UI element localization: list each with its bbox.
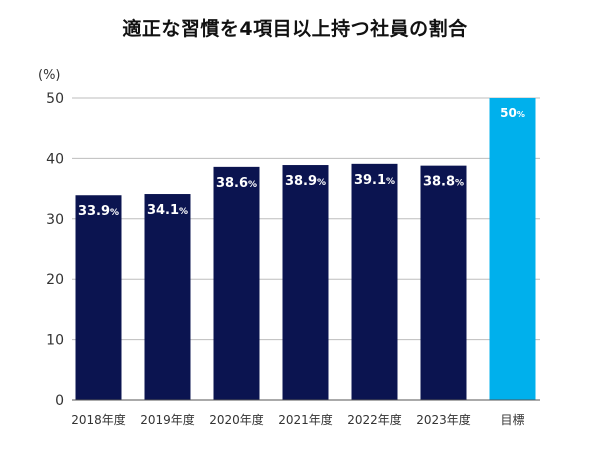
data-label-unit: % [179, 207, 188, 217]
data-label-value: 34.1 [147, 203, 179, 218]
bar [75, 195, 122, 400]
y-tick-label: 50 [46, 91, 64, 107]
data-label-unit: % [455, 179, 464, 189]
y-tick-label: 30 [46, 212, 64, 228]
data-label: 38.6% [216, 176, 257, 191]
bar [351, 163, 398, 400]
chart-title: 適正な習慣を4項目以上持つ社員の割合 [122, 18, 468, 40]
data-label-value: 50 [500, 106, 517, 120]
data-label-unit: % [110, 208, 119, 218]
data-label: 33.9% [78, 204, 119, 219]
data-label-value: 33.9 [78, 204, 110, 219]
data-label-unit: % [386, 177, 395, 187]
x-tick-label: 2022年度 [347, 412, 402, 427]
bar [144, 194, 191, 400]
bar [420, 165, 467, 400]
data-label-value: 38.8 [423, 175, 455, 190]
data-label: 50% [500, 106, 525, 120]
data-label: 38.9% [285, 174, 326, 189]
data-label: 38.8% [423, 175, 464, 190]
bar [282, 165, 329, 400]
y-axis-unit-label: (%) [38, 68, 61, 83]
x-tick-label: 2021年度 [278, 412, 333, 427]
x-tick-label: 2019年度 [140, 412, 195, 427]
y-tick-label: 0 [55, 393, 64, 409]
data-label-value: 39.1 [354, 173, 386, 188]
x-tick-label: 2023年度 [416, 412, 471, 427]
data-label-value: 38.9 [285, 174, 317, 189]
target-bar [489, 98, 536, 400]
data-label-unit: % [248, 180, 257, 190]
data-label-unit: % [317, 178, 326, 188]
y-tick-label: 40 [46, 151, 64, 167]
data-label-value: 38.6 [216, 176, 248, 191]
data-label: 34.1% [147, 203, 188, 218]
x-tick-label: 2018年度 [71, 412, 126, 427]
data-label-unit: % [517, 110, 525, 119]
bar [213, 166, 260, 400]
x-tick-label: 目標 [500, 413, 524, 427]
x-tick-label: 2020年度 [209, 412, 264, 427]
data-label: 39.1% [354, 173, 395, 188]
y-tick-label: 10 [46, 333, 64, 349]
y-tick-label: 20 [46, 272, 64, 288]
